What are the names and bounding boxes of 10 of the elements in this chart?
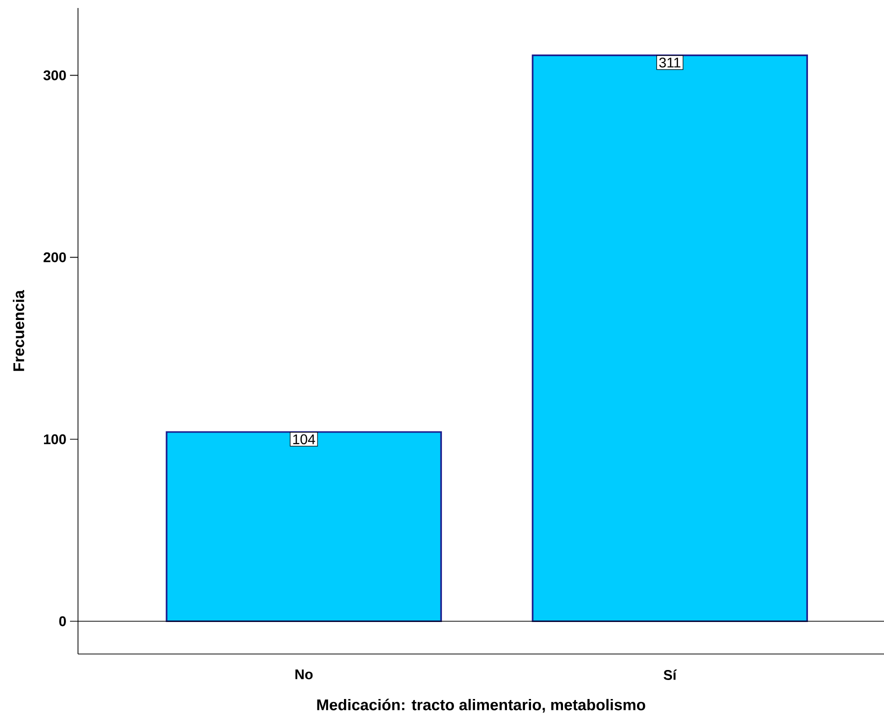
y-tick-label: 200: [44, 252, 66, 262]
x-tick-label: Sí: [664, 670, 677, 680]
y-axis-title: Frecuencia: [12, 290, 24, 371]
data-label: 104: [293, 434, 316, 444]
x-axis-title: Medicación: tracto alimentario, metabolismo: [317, 698, 646, 713]
y-tick-label: 100: [44, 434, 66, 444]
y-tick-label: 0: [59, 616, 66, 626]
x-tick-label: No: [295, 670, 313, 680]
y-tick-label: 300: [43, 70, 66, 80]
data-label: 311: [659, 58, 680, 68]
